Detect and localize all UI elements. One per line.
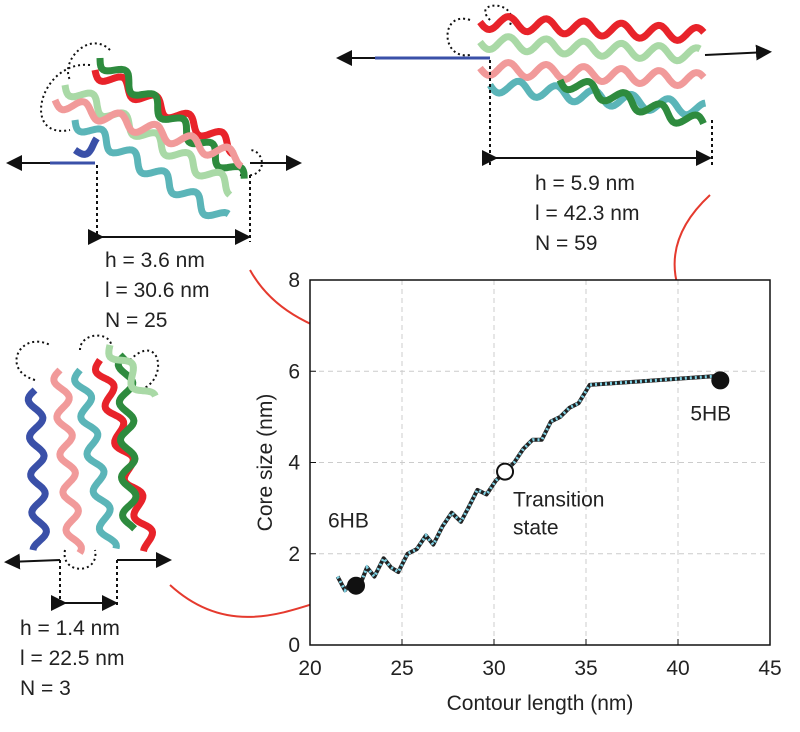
x-tick-label: 40	[666, 657, 689, 680]
state-point	[496, 462, 515, 481]
helix	[477, 33, 702, 65]
structure-label: h = 3.6 nm	[105, 249, 205, 272]
state-label: state	[513, 517, 559, 540]
helix	[71, 367, 120, 550]
helix	[71, 119, 231, 220]
state-point	[347, 576, 365, 595]
helix	[556, 78, 707, 127]
helix	[73, 136, 100, 158]
helix	[24, 387, 50, 552]
state-label: Transition	[513, 489, 604, 512]
loop	[63, 549, 97, 570]
x-tick-label: 25	[390, 657, 413, 680]
y-tick-label: 6	[288, 360, 300, 383]
loop	[67, 42, 111, 81]
x-tick-label: 20	[298, 657, 321, 680]
structure-label: h = 5.9 nm	[535, 172, 635, 195]
helix	[105, 344, 159, 398]
state-point	[711, 371, 730, 390]
loop	[40, 63, 91, 132]
axes-frame	[309, 279, 771, 646]
helix	[477, 59, 707, 89]
helix	[50, 367, 85, 555]
x-tick-label: 45	[758, 657, 781, 680]
structure-label: l = 22.5 nm	[20, 647, 124, 670]
x-tick-label: 35	[574, 657, 597, 680]
helix	[91, 69, 238, 158]
state-label: 5HB	[690, 402, 731, 425]
helix	[477, 13, 707, 44]
trajectory	[335, 373, 721, 593]
x-tick-label: 30	[482, 657, 505, 680]
structures	[15, 4, 707, 570]
y-tick-label: 4	[288, 452, 300, 475]
plot: 20 25 30 35 40 45 0 2 4 6 8 Contour length (nm) Core…	[254, 269, 782, 715]
helix	[96, 57, 248, 180]
structure-label: l = 30.6 nm	[105, 279, 209, 302]
loop	[129, 349, 160, 391]
state-label: 6HB	[328, 510, 369, 533]
structure-label: N = 25	[105, 309, 167, 332]
y-tick-label: 8	[288, 269, 300, 292]
structure-label: N = 3	[20, 677, 71, 700]
y-tick-label: 0	[288, 634, 300, 657]
structure-label: l = 42.3 nm	[535, 202, 639, 225]
helix	[61, 84, 233, 198]
y-axis-label: Core size (nm)	[254, 394, 277, 532]
helix	[51, 98, 244, 170]
loop	[15, 340, 51, 381]
structure-label: h = 1.4 nm	[20, 617, 120, 640]
structure-label: N = 59	[535, 232, 597, 255]
loop	[446, 17, 471, 57]
x-axis-label: Contour length (nm)	[447, 692, 634, 715]
y-tick-label: 2	[288, 543, 300, 566]
dimension-lines	[4, 44, 772, 611]
